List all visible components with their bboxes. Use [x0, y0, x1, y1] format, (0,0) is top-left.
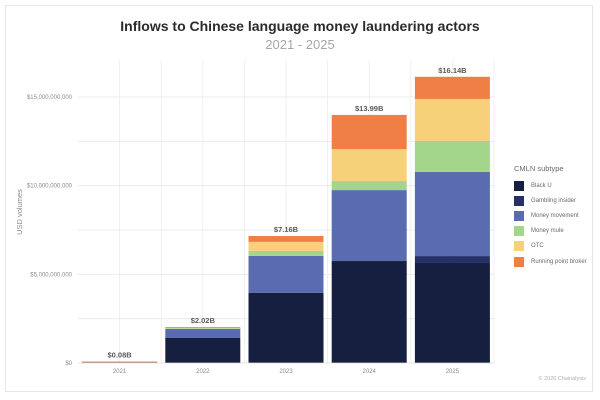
legend-item[interactable]: Running point broker — [514, 256, 587, 267]
bar-2022[interactable]: $2.02B — [165, 316, 241, 363]
legend-item[interactable]: Money movement — [514, 210, 579, 221]
bar-segment[interactable] — [414, 76, 490, 99]
bar-segment[interactable] — [331, 190, 407, 262]
bar-segment[interactable] — [331, 181, 407, 191]
bar-2024[interactable]: $13.99B — [331, 104, 407, 363]
bar-segment[interactable] — [414, 98, 490, 141]
bar-2025[interactable]: $16.14B — [414, 66, 490, 363]
bars: $0.08B $2.02B $7.16B $13.99B $16.14B — [82, 66, 490, 363]
bar-segment[interactable] — [414, 256, 490, 263]
bar-segment[interactable] — [331, 114, 407, 150]
bar-segment[interactable] — [248, 250, 324, 256]
bar-total-label: $2.02B — [191, 316, 216, 325]
x-tick-label: 2023 — [279, 369, 293, 375]
bar-segment[interactable] — [248, 255, 324, 293]
x-tick-label: 2022 — [196, 369, 210, 375]
legend-item[interactable]: OTC — [514, 241, 544, 252]
bar-total-label: $13.99B — [355, 104, 384, 113]
y-tick-label: $5,000,000,000 — [30, 272, 72, 278]
legend-title: CMLN subtype — [514, 164, 564, 173]
y-tick-label: $10,000,000,000 — [27, 184, 73, 190]
legend-item[interactable]: Money mule — [514, 226, 564, 237]
legend-swatch — [514, 256, 524, 267]
bar-segment[interactable] — [248, 236, 324, 242]
legend-swatch — [514, 195, 524, 206]
x-tick-label: 2025 — [446, 369, 460, 375]
bar-segment[interactable] — [414, 140, 490, 173]
bar-total-label: $16.14B — [438, 66, 467, 75]
y-tick-label: $0 — [65, 361, 72, 367]
legend-item[interactable]: Black U — [514, 180, 552, 191]
legend-label: Money mule — [531, 228, 564, 235]
y-tick-label: $15,000,000,000 — [27, 95, 73, 101]
x-axis: 2021 2022 2023 2024 2025 — [78, 362, 494, 375]
y-axis-label: USD volumes — [15, 189, 24, 235]
bar-segment[interactable] — [414, 262, 490, 363]
bar-segment[interactable] — [165, 328, 241, 330]
bar-total-label: $7.16B — [274, 225, 299, 234]
legend-swatch — [514, 210, 524, 221]
bar-segment[interactable] — [165, 337, 241, 363]
bar-segment[interactable] — [331, 149, 407, 182]
bar-2021[interactable]: $0.08B — [82, 351, 158, 363]
legend-label: Running point broker — [531, 258, 587, 265]
bar-2023[interactable]: $7.16B — [248, 225, 324, 363]
bar-segment[interactable] — [82, 361, 158, 363]
legend-label: OTC — [531, 243, 544, 250]
x-tick-label: 2021 — [113, 369, 127, 375]
bar-segment[interactable] — [248, 292, 324, 363]
copyright-footer: © 2026 Chainalysis — [538, 376, 586, 382]
bar-total-label: $0.08B — [108, 351, 133, 360]
bar-segment[interactable] — [165, 328, 241, 338]
legend-label: Gambling insider — [531, 197, 577, 204]
legend-item[interactable]: Gambling insider — [514, 195, 576, 206]
chart-subtitle: 2021 - 2025 — [265, 37, 335, 52]
bar-segment[interactable] — [414, 172, 490, 257]
bar-segment[interactable] — [165, 327, 241, 328]
y-axis: $0 $5,000,000,000 $10,000,000,000 $15,000,0… — [27, 95, 73, 367]
legend-swatch — [514, 241, 524, 252]
chart-title: Inflows to Chinese language money launde… — [120, 18, 480, 34]
legend-swatch — [514, 180, 524, 191]
bar-segment[interactable] — [248, 241, 324, 251]
legend-swatch — [514, 226, 524, 237]
bar-segment[interactable] — [331, 261, 407, 363]
legend-label: Black U — [531, 182, 552, 189]
x-tick-label: 2024 — [363, 369, 377, 375]
legend-label: Money movement — [531, 212, 579, 219]
